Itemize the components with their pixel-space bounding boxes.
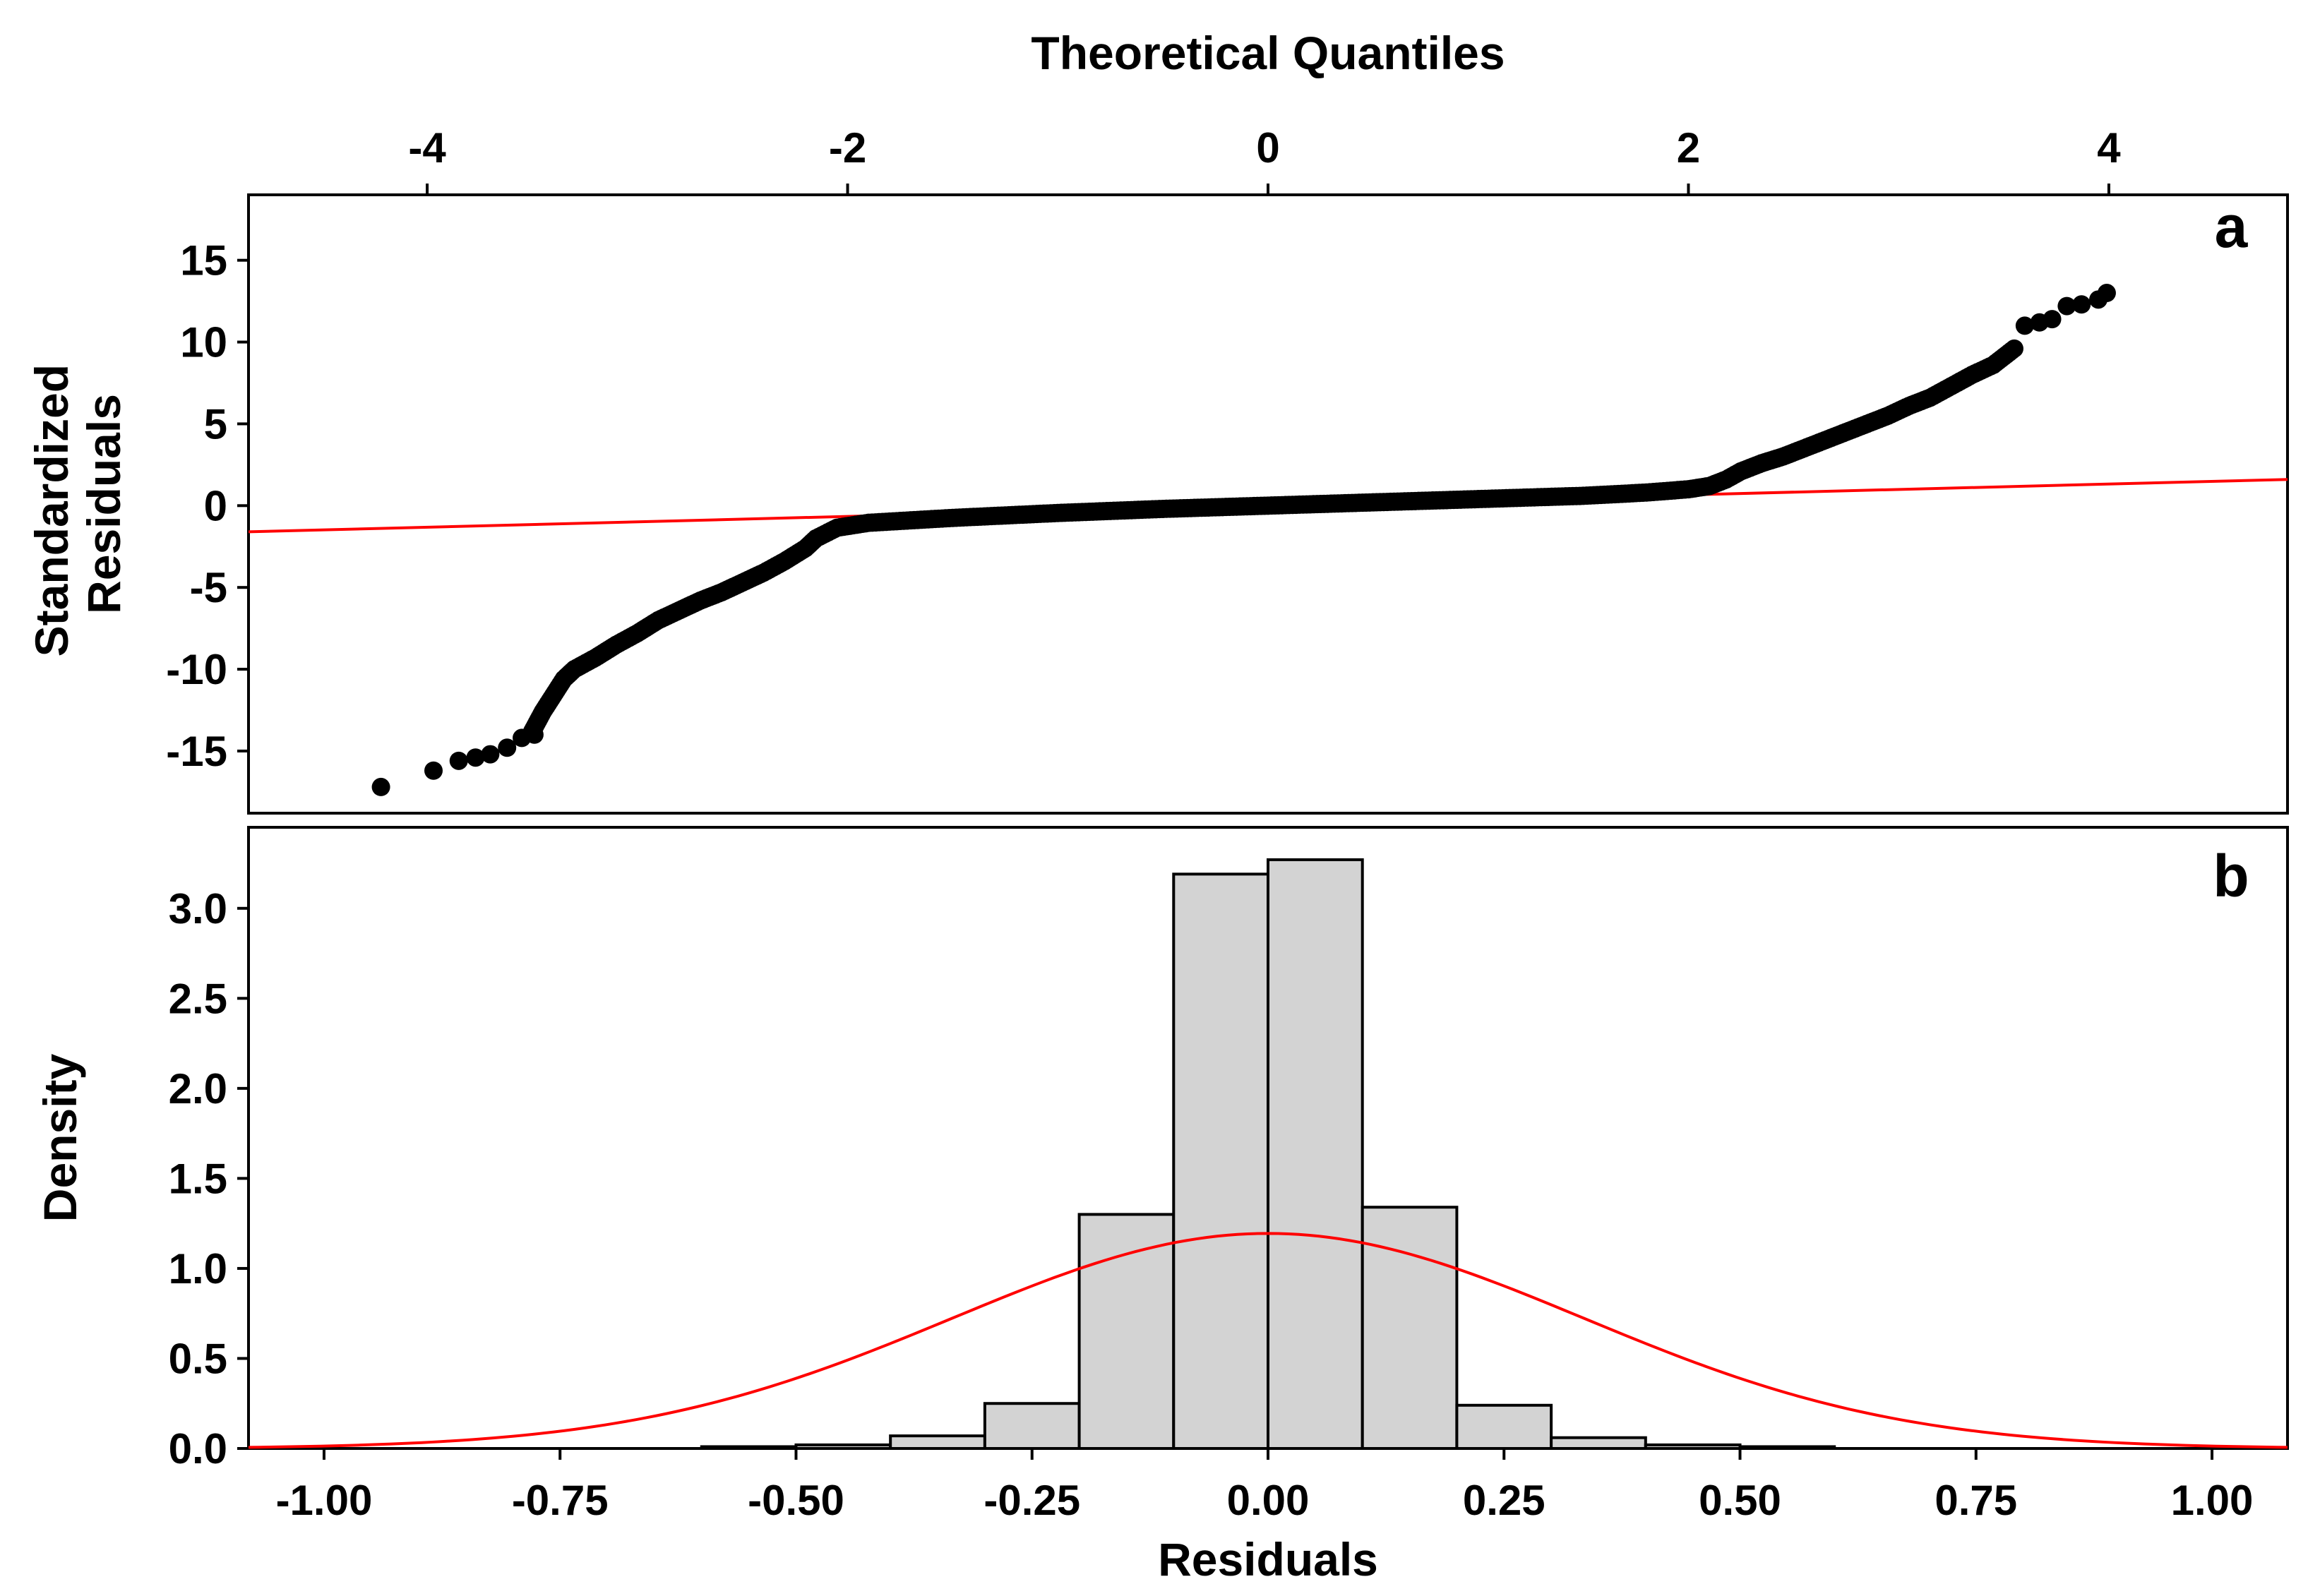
panel-b-histogram-bar [889, 1434, 986, 1450]
panel-a-x-axis-title: Theoretical Quantiles [1031, 27, 1505, 79]
panel-a-outlier-point [424, 761, 443, 780]
panel-b-y-tick-label: 3.0 [169, 885, 227, 932]
panel-a-x-tick-label: 4 [2097, 124, 2121, 172]
panel-b-histogram-bar [1361, 1206, 1459, 1450]
panel-b-x-tick-label: 0.25 [1463, 1477, 1545, 1524]
panel-a-outlier-point [466, 748, 485, 767]
panel-a-y-tick-label: 10 [180, 319, 227, 366]
panel-b-histogram-bar [983, 1402, 1081, 1451]
panel-b-y-tick-label: 2.0 [169, 1065, 227, 1112]
panel-a-points [371, 284, 2116, 796]
panel-b-histogram-bar [1077, 1213, 1176, 1450]
panel-b-x-tick-label: 0.00 [1227, 1477, 1310, 1524]
panel-b-histogram-bar [794, 1443, 892, 1451]
panel-b-histogram: b Density Residuals -1.00 -0.75 -0.50 -0.25… [34, 826, 2289, 1585]
panel-a-y-axis-title-line-2: Residuals [78, 394, 130, 614]
panel-a-outlier-point [449, 751, 468, 770]
panel-a-x-tick-label: -2 [829, 124, 866, 172]
panel-b-y-ticks: 0.0 0.5 1.0 1.5 2.0 2.5 3.0 [169, 885, 249, 1472]
panel-a-x-tick-label: -4 [408, 124, 446, 172]
panel-b-x-tick-label: 0.50 [1699, 1477, 1781, 1524]
panel-b-histogram-bar [1550, 1436, 1647, 1451]
panel-a-outlier-point [2015, 316, 2034, 335]
panel-b-histogram-bar [700, 1445, 798, 1450]
panel-a-y-tick-label: 0 [204, 482, 227, 529]
panel-a-y-tick-label: 15 [180, 237, 227, 284]
panel-b-y-tick-label: 2.5 [169, 975, 227, 1022]
panel-b-y-axis-title: Density [34, 1054, 86, 1223]
panel-a-y-tick-label: -10 [166, 646, 227, 693]
panel-b-normal-curve-path [248, 1232, 2288, 1449]
panel-b-bars [700, 858, 1836, 1451]
panel-b-histogram-bar [1267, 858, 1364, 1451]
panel-b-histogram-bar [1738, 1445, 1836, 1450]
panel-b-y-tick-label: 1.5 [169, 1155, 227, 1202]
panel-a-y-axis-title-line-1: Standardized [25, 364, 78, 656]
panel-b-x-ticks: -1.00 -0.75 -0.50 -0.25 0.00 0.25 0.50 0.75 1.00 [276, 1448, 2254, 1524]
panel-b-x-tick-label: -0.50 [748, 1477, 844, 1524]
panel-a-x-tick-label: 0 [1256, 124, 1279, 172]
panel-a-outlier-point [498, 738, 517, 757]
panel-a-data-point [2004, 339, 2023, 358]
panel-b-y-tick-label: 1.0 [169, 1245, 227, 1292]
panel-a-qq-plot: Theoretical Quantiles Standardized Resid… [25, 27, 2289, 815]
panel-a-y-axis-title: Standardized Residuals [25, 352, 130, 657]
panel-b-histogram-bar [1455, 1403, 1553, 1450]
panel-b-x-axis-title: Residuals [1158, 1533, 1378, 1585]
panel-a-outlier-point [2043, 310, 2062, 329]
panel-b-label: b [2213, 843, 2249, 909]
panel-a-outlier-point [2072, 295, 2091, 314]
panel-a-label: a [2215, 193, 2249, 260]
panel-a-y-ticks: 15 10 5 0 -5 -10 -15 [166, 237, 249, 775]
panel-b-x-tick-label: 0.75 [1935, 1477, 2017, 1524]
panel-a-y-tick-label: -5 [190, 564, 227, 611]
panel-b-x-tick-label: -0.25 [983, 1477, 1080, 1524]
panel-b-x-tick-label: 1.00 [2171, 1477, 2254, 1524]
panel-b-y-tick-label: 0.0 [169, 1425, 227, 1472]
panel-a-outlier-point [2057, 296, 2076, 316]
panel-b-y-tick-label: 0.5 [169, 1335, 227, 1382]
panel-b-x-tick-label: -0.75 [512, 1477, 609, 1524]
panel-a-x-tick-label: 2 [1677, 124, 1700, 172]
panel-a-outlier-point [2097, 284, 2116, 303]
panel-a-y-tick-label: 5 [204, 400, 227, 448]
panel-a-y-tick-label: -15 [166, 728, 227, 775]
panel-a-outlier-point [525, 725, 544, 744]
panel-a-x-ticks: -4 -2 0 2 4 [408, 124, 2121, 195]
panel-a-outlier-point [371, 777, 390, 796]
panel-b-normal-curve [248, 1232, 2288, 1449]
panel-a-outlier-point [481, 745, 500, 764]
panel-b-x-tick-label: -1.00 [276, 1477, 373, 1524]
panel-b-histogram-bar [1644, 1443, 1742, 1451]
panel-b-histogram-bar [1172, 872, 1269, 1450]
